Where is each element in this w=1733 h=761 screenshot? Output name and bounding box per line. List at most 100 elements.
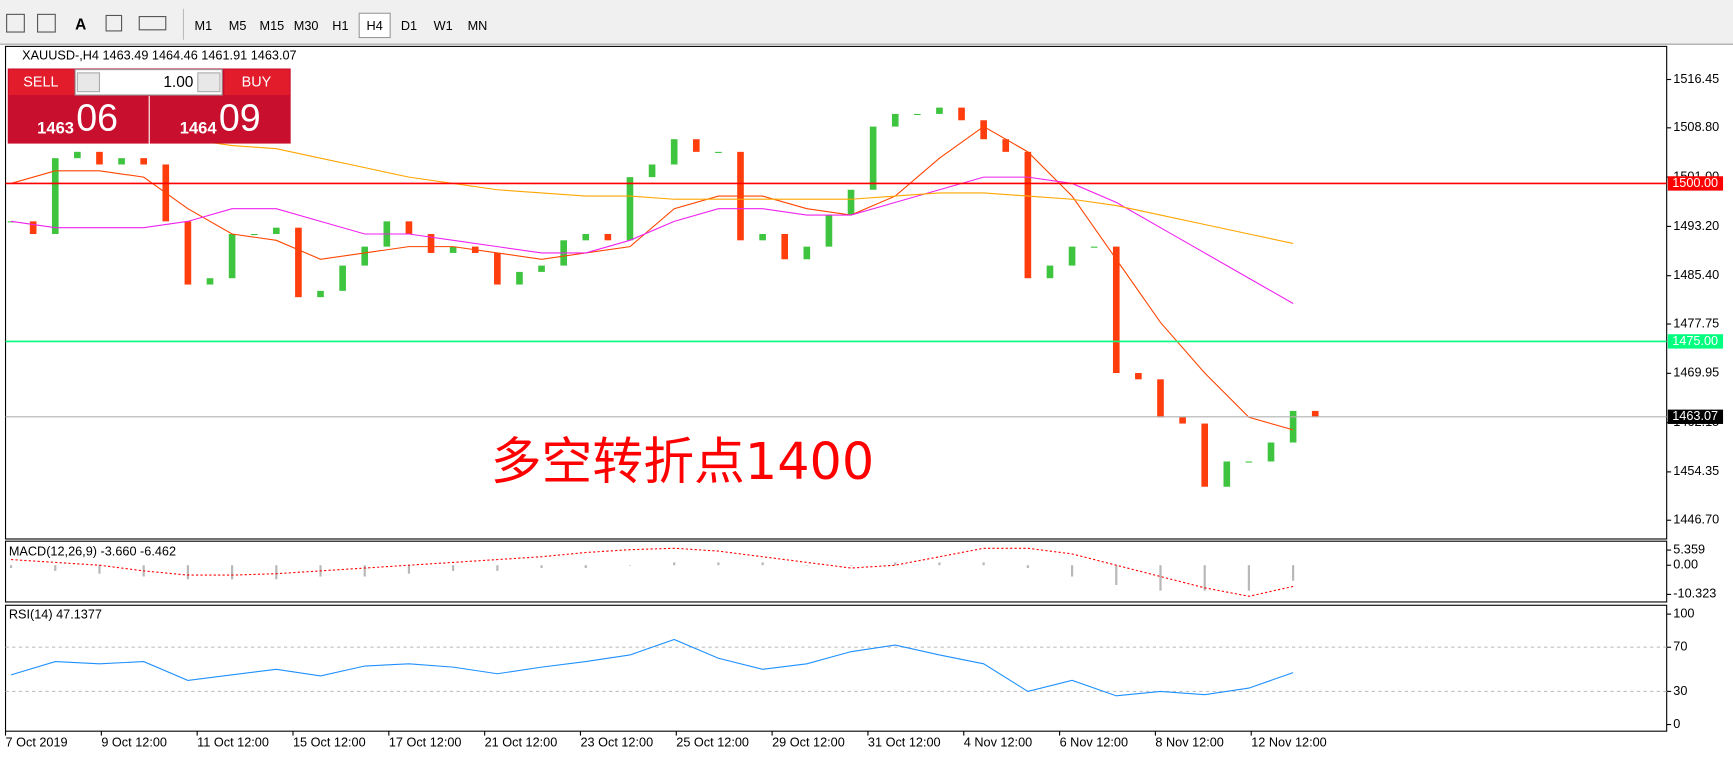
macd-bar xyxy=(98,565,101,574)
sell-button[interactable] xyxy=(8,69,75,95)
candle xyxy=(228,233,236,279)
candle xyxy=(1068,246,1076,266)
y-tick-label: 1493.20 xyxy=(1673,219,1719,233)
bid-main[interactable]: 1463 xyxy=(37,119,74,138)
macd-bar xyxy=(982,562,985,566)
timeframe-button[interactable]: D1 xyxy=(401,19,417,33)
candle xyxy=(140,158,147,165)
moving-average xyxy=(10,176,1294,304)
macd-signal xyxy=(11,547,1294,597)
macd-bar xyxy=(584,565,587,569)
x-tick-label: 6 Nov 12:00 xyxy=(1060,736,1128,750)
candle xyxy=(538,265,545,272)
macd-bar xyxy=(186,565,189,580)
candle xyxy=(1002,139,1010,152)
y-tick-label: 30 xyxy=(1673,684,1687,698)
macd-bar xyxy=(1026,565,1029,569)
y-tick-label: 70 xyxy=(1673,640,1687,654)
buy-button[interactable] xyxy=(224,69,290,95)
icon[interactable] xyxy=(105,14,123,32)
candle xyxy=(759,233,766,241)
macd-bar xyxy=(1159,565,1162,591)
candle xyxy=(980,120,987,140)
macd-bar xyxy=(1070,565,1074,577)
sell-label[interactable]: SELL xyxy=(23,75,58,91)
candle xyxy=(958,107,965,121)
level-label: 1475.00 xyxy=(1672,334,1718,348)
macd-bar xyxy=(275,565,278,580)
lot-down[interactable] xyxy=(76,72,101,93)
candle xyxy=(295,227,302,298)
candle xyxy=(272,227,280,234)
rsi-panel xyxy=(4,604,1668,732)
candle xyxy=(1157,379,1164,418)
macd-bar xyxy=(54,565,57,571)
candle xyxy=(1245,461,1253,463)
trade-panel: SELL 1.00 BUY 1463 06 1464 09 xyxy=(7,68,291,144)
symbol-header: XAUUSD-,H4 1463.49 1464.46 1461.91 1463.… xyxy=(22,49,296,63)
y-tick-label: 1469.95 xyxy=(1673,366,1719,380)
macd-bar xyxy=(673,562,676,566)
toolbar-bg xyxy=(0,0,1733,45)
icon[interactable] xyxy=(138,16,167,31)
candle xyxy=(51,158,59,234)
timeframe-button[interactable]: H4 xyxy=(367,19,383,33)
macd-bar xyxy=(540,565,543,569)
macd-label: MACD(12,26,9) -3.660 -6.462 xyxy=(9,545,176,559)
macd-bar xyxy=(938,562,941,566)
level-tag xyxy=(1667,334,1724,349)
candle xyxy=(825,215,833,247)
candle xyxy=(361,246,369,266)
x-tick-label: 23 Oct 12:00 xyxy=(580,736,653,750)
macd-bar xyxy=(363,565,366,577)
timeframe-button[interactable]: W1 xyxy=(434,19,453,33)
y-tick-label: 0.00 xyxy=(1673,558,1698,572)
candle xyxy=(869,126,877,190)
level-tag xyxy=(1667,409,1724,424)
icon[interactable] xyxy=(6,13,25,33)
icon[interactable] xyxy=(37,13,56,33)
level-label: 1500.00 xyxy=(1672,176,1718,190)
ask-main[interactable]: 1464 xyxy=(180,119,218,138)
buy-label[interactable]: BUY xyxy=(242,75,272,91)
candle xyxy=(1289,410,1297,443)
bid-pips[interactable]: 06 xyxy=(76,96,118,138)
macd-bar xyxy=(1115,565,1118,585)
y-tick-label: 100 xyxy=(1673,606,1694,620)
macd-bar xyxy=(894,562,897,566)
timeframe-button[interactable]: M1 xyxy=(195,19,213,33)
timeframe-button[interactable]: M15 xyxy=(260,19,285,33)
candle xyxy=(118,158,125,165)
timeframe-button[interactable]: H1 xyxy=(332,19,348,33)
ask-pips[interactable]: 09 xyxy=(219,96,261,138)
macd-bar xyxy=(9,565,13,569)
x-tick-label: 7 Oct 2019 xyxy=(6,736,68,750)
x-tick-label: 29 Oct 12:00 xyxy=(772,736,845,750)
timeframe-button[interactable]: M30 xyxy=(294,19,319,33)
candle xyxy=(914,113,921,116)
y-tick-label: 1508.80 xyxy=(1673,120,1719,134)
macd-bar xyxy=(717,562,720,566)
macd-bar xyxy=(407,565,411,574)
x-tick-label: 31 Oct 12:00 xyxy=(868,736,941,750)
macd-bar xyxy=(1292,565,1295,581)
timeframe-button[interactable]: MN xyxy=(468,19,488,33)
candle xyxy=(96,151,103,165)
timeframe-button[interactable]: M5 xyxy=(229,19,247,33)
icon[interactable]: A xyxy=(75,16,86,33)
candle xyxy=(1311,410,1319,417)
macd-bar xyxy=(849,565,853,566)
candle xyxy=(936,107,943,114)
candle xyxy=(74,151,81,159)
candle xyxy=(1179,417,1186,424)
candle xyxy=(516,271,523,285)
x-tick-label: 15 Oct 12:00 xyxy=(293,736,366,750)
lot-up[interactable] xyxy=(197,72,221,93)
rsi-label: RSI(14) 47.1377 xyxy=(9,608,102,622)
candle xyxy=(1201,423,1209,487)
macd-bar xyxy=(230,565,234,580)
macd-bar xyxy=(1203,565,1206,591)
lot-value[interactable]: 1.00 xyxy=(163,74,193,91)
candle xyxy=(29,221,37,234)
